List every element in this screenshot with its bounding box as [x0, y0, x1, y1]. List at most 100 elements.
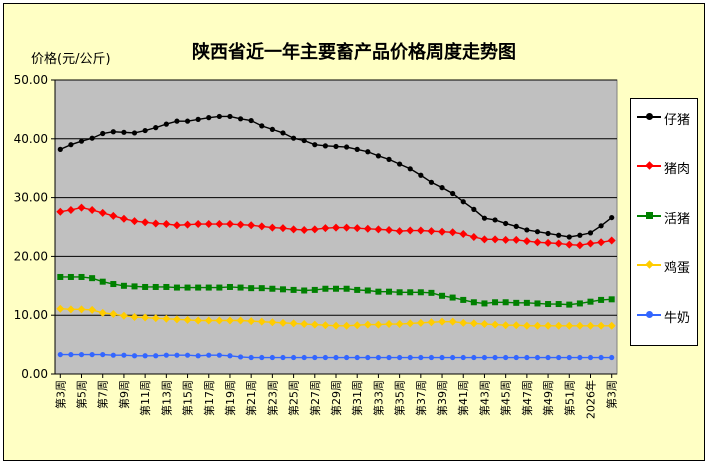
x-tick-label: 第23周	[265, 380, 279, 416]
data-point-牛奶	[301, 354, 307, 361]
data-point-牛奶	[577, 354, 583, 361]
legend-marker	[645, 161, 654, 170]
x-tick-label: 第5周	[75, 380, 89, 409]
data-point-活猪	[545, 301, 552, 308]
data-point-仔猪	[397, 161, 403, 167]
x-tick-label: 第49周	[541, 380, 555, 416]
data-point-牛奶	[78, 351, 85, 358]
data-point-牛奶	[259, 354, 265, 361]
data-point-活猪	[555, 301, 562, 308]
data-point-牛奶	[354, 354, 360, 361]
data-point-鸡蛋	[512, 321, 521, 330]
data-point-活猪	[89, 275, 96, 282]
data-point-牛奶	[248, 354, 254, 361]
data-point-牛奶	[290, 354, 297, 361]
data-point-鸡蛋	[204, 316, 213, 325]
data-point-仔猪	[534, 229, 541, 235]
data-point-活猪	[110, 281, 117, 288]
data-point-仔猪	[344, 144, 350, 150]
data-point-仔猪	[492, 217, 498, 223]
data-point-猪肉	[300, 225, 309, 234]
data-point-猪肉	[491, 235, 500, 244]
data-point-猪肉	[98, 208, 107, 217]
data-point-猪肉	[565, 240, 574, 249]
data-point-仔猪	[354, 146, 360, 152]
data-point-猪肉	[597, 238, 606, 247]
data-point-牛奶	[418, 354, 424, 361]
x-tick-label: 第43周	[477, 380, 491, 416]
x-tick-label: 2026年	[583, 380, 597, 419]
data-point-鸡蛋	[575, 321, 584, 330]
data-point-猪肉	[353, 224, 362, 233]
data-point-仔猪	[184, 118, 191, 124]
data-point-鸡蛋	[321, 321, 330, 330]
data-point-鸡蛋	[501, 321, 510, 330]
data-point-牛奶	[375, 354, 382, 361]
data-point-仔猪	[174, 118, 180, 124]
data-point-仔猪	[89, 135, 95, 141]
data-point-猪肉	[480, 235, 489, 244]
y-tick-label: 0.00	[21, 367, 48, 381]
data-point-猪肉	[88, 205, 97, 214]
data-point-牛奶	[312, 354, 318, 361]
data-point-牛奶	[524, 354, 530, 361]
x-tick-label: 第7周	[96, 380, 110, 409]
data-point-活猪	[523, 299, 530, 306]
data-point-鸡蛋	[480, 320, 489, 329]
data-point-仔猪	[609, 214, 615, 221]
data-point-活猪	[460, 296, 467, 303]
data-point-活猪	[78, 273, 85, 280]
data-point-活猪	[322, 285, 329, 292]
data-point-牛奶	[503, 354, 509, 361]
data-point-牛奶	[386, 354, 392, 361]
data-point-鸡蛋	[597, 321, 606, 330]
data-point-鸡蛋	[533, 321, 542, 330]
data-point-牛奶	[450, 354, 456, 361]
data-point-猪肉	[533, 238, 542, 247]
data-point-鸡蛋	[77, 305, 86, 314]
data-point-仔猪	[428, 179, 435, 185]
data-point-仔猪	[206, 115, 212, 121]
data-point-鸡蛋	[172, 315, 181, 324]
data-point-仔猪	[68, 142, 74, 148]
data-point-活猪	[513, 299, 520, 306]
data-point-活猪	[248, 285, 255, 292]
data-point-牛奶	[206, 352, 212, 358]
data-point-牛奶	[492, 354, 498, 361]
data-point-猪肉	[332, 223, 340, 232]
data-point-活猪	[184, 284, 191, 291]
data-point-牛奶	[174, 352, 180, 358]
data-point-活猪	[237, 284, 244, 291]
data-point-仔猪	[598, 223, 604, 229]
legend-label: 猪肉	[664, 162, 691, 177]
y-tick-label: 10.00	[14, 308, 48, 322]
x-tick-label: 第11周	[138, 380, 152, 416]
data-point-牛奶	[237, 354, 244, 360]
data-point-猪肉	[395, 227, 404, 236]
data-point-鸡蛋	[522, 321, 531, 330]
data-point-仔猪	[407, 166, 413, 172]
data-point-牛奶	[428, 354, 435, 361]
data-point-鸡蛋	[66, 305, 75, 314]
data-point-猪肉	[183, 220, 192, 229]
x-tick-label: 第47周	[520, 380, 534, 416]
data-point-牛奶	[566, 354, 572, 361]
data-point-鸡蛋	[385, 320, 394, 329]
data-point-仔猪	[450, 190, 456, 197]
data-point-猪肉	[522, 237, 531, 246]
data-point-仔猪	[248, 117, 254, 124]
data-point-仔猪	[439, 185, 445, 191]
data-point-鸡蛋	[119, 311, 128, 320]
data-point-牛奶	[89, 351, 95, 358]
data-point-猪肉	[289, 225, 298, 234]
data-point-鸡蛋	[607, 321, 616, 330]
data-point-仔猪	[375, 153, 382, 159]
data-point-牛奶	[471, 354, 477, 361]
data-point-猪肉	[374, 225, 383, 234]
data-point-猪肉	[56, 207, 65, 216]
data-point-猪肉	[586, 239, 595, 248]
x-tick-label: 第17周	[202, 380, 216, 416]
data-point-仔猪	[312, 142, 318, 148]
data-point-牛奶	[460, 354, 466, 361]
